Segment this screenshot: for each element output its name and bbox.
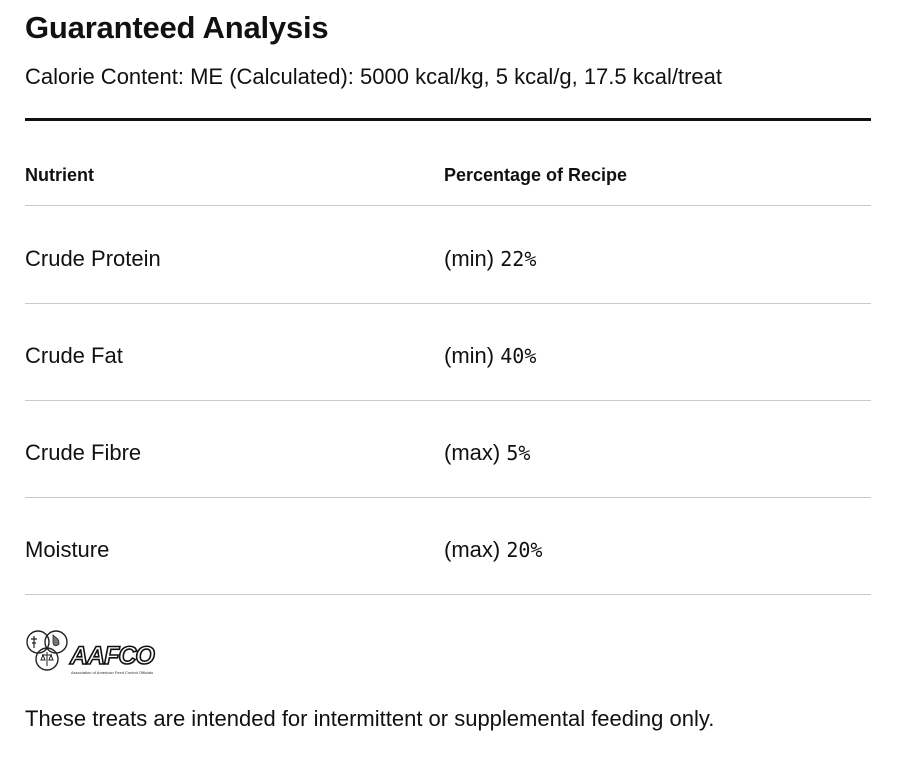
nutrient-percentage: (max) 5% xyxy=(444,440,530,466)
column-header-percentage: Percentage of Recipe xyxy=(444,165,628,185)
divider xyxy=(25,205,871,206)
table-header: Nutrient Percentage of Recipe xyxy=(25,165,871,205)
page-title: Guaranteed Analysis xyxy=(25,10,329,45)
percentage-value: 5% xyxy=(506,441,531,465)
logo-subtitle: Association of American Feed Control Off… xyxy=(71,670,154,675)
percentage-value: 20% xyxy=(506,538,543,562)
nutrient-percentage: (max) 20% xyxy=(444,537,542,563)
qualifier: (min) xyxy=(444,246,495,271)
table-row: Crude Fibre (max) 5% xyxy=(25,400,871,498)
nutrient-name: Crude Fat xyxy=(25,343,123,368)
qualifier: (min) xyxy=(444,343,495,368)
feeding-note: These treats are intended for intermitte… xyxy=(25,706,715,731)
nutrient-percentage: (min) 22% xyxy=(444,246,536,272)
aafco-logo: AAFCO Association of American Feed Contr… xyxy=(25,628,185,680)
aafco-seal-icon xyxy=(26,630,68,671)
nutrient-name: Crude Fibre xyxy=(25,440,142,465)
calorie-content: Calorie Content: ME (Calculated): 5000 k… xyxy=(25,64,723,89)
percentage-value: 40% xyxy=(500,344,537,368)
percentage-value: 22% xyxy=(500,247,537,271)
logo-wordmark: AAFCO xyxy=(69,641,155,671)
nutrient-name: Moisture xyxy=(25,537,110,562)
table-row: Crude Fat (min) 40% xyxy=(25,303,871,401)
nutrient-percentage: (min) 40% xyxy=(444,343,536,369)
table-row: Moisture (max) 20% xyxy=(25,497,871,595)
table-row: Crude Protein (min) 22% xyxy=(25,206,871,304)
divider xyxy=(25,118,871,121)
column-header-nutrient: Nutrient xyxy=(25,165,94,185)
nutrient-name: Crude Protein xyxy=(25,246,161,271)
qualifier: (max) xyxy=(444,440,501,465)
qualifier: (max) xyxy=(444,537,501,562)
